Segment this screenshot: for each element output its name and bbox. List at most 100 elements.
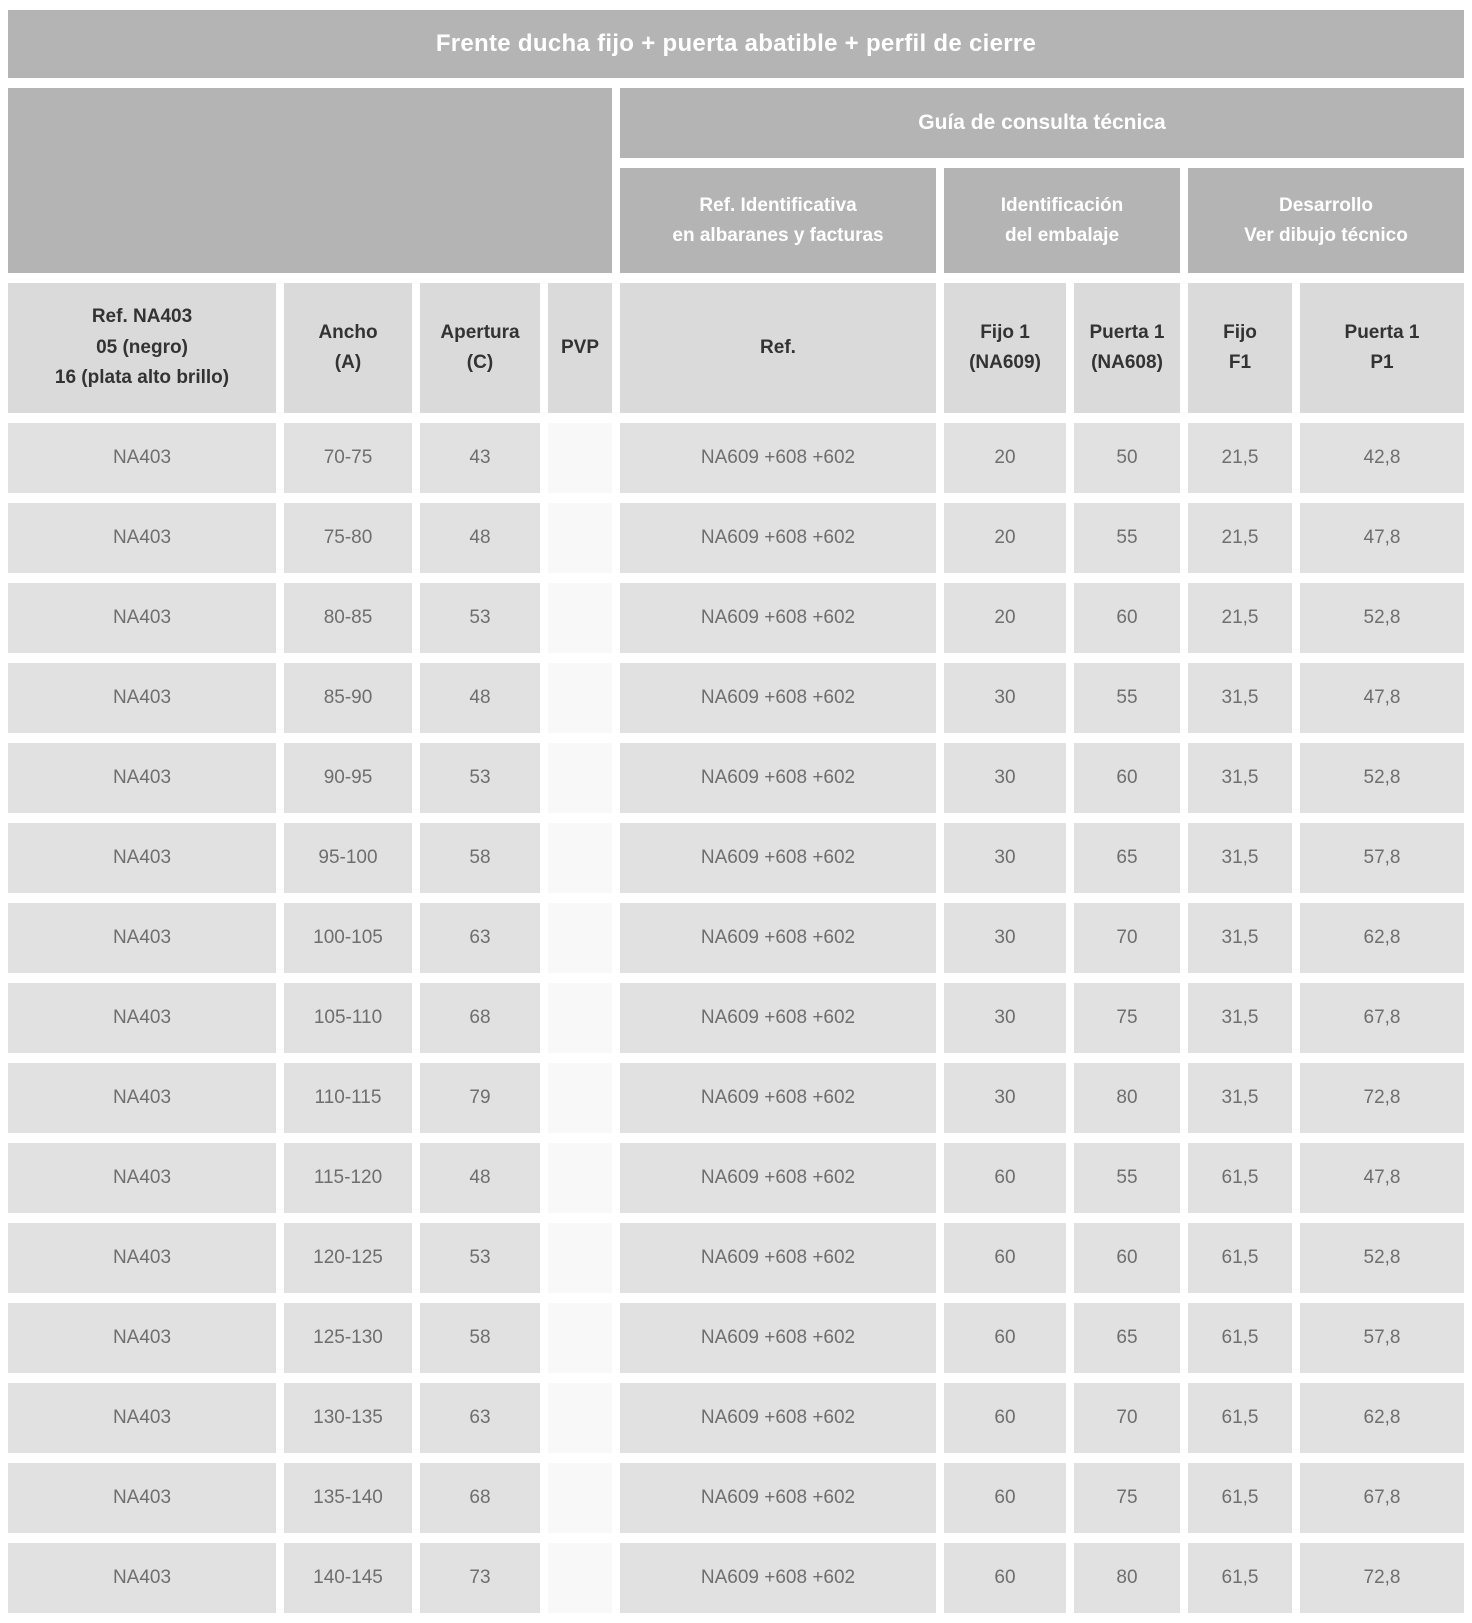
tech-guide-title: Guía de consulta técnica	[620, 88, 1465, 158]
cell-ancho: 95-100	[284, 823, 412, 893]
table-row: NA403 115-120 48 NA609 +608 +602 60 55 6…	[8, 1143, 1465, 1213]
cell-fijo-f1: 61,5	[1188, 1223, 1292, 1293]
cell-puerta1: 65	[1074, 823, 1180, 893]
cell-ref: NA609 +608 +602	[620, 1543, 936, 1613]
cell-fijo1: 60	[944, 1143, 1066, 1213]
cell-pvp	[548, 1303, 612, 1373]
cell-ancho: 140-145	[284, 1543, 412, 1613]
cell-ref-model: NA403	[8, 583, 276, 653]
column-header-fijo-f1: Fijo F1	[1188, 283, 1292, 413]
table-row: NA403 120-125 53 NA609 +608 +602 60 60 6…	[8, 1223, 1465, 1293]
title-row: Frente ducha fijo + puerta abatible + pe…	[8, 10, 1465, 78]
cell-ref: NA609 +608 +602	[620, 423, 936, 493]
cell-puerta1: 60	[1074, 743, 1180, 813]
cell-pvp	[548, 423, 612, 493]
cell-puerta1: 55	[1074, 1143, 1180, 1213]
cell-ancho: 80-85	[284, 583, 412, 653]
cell-ref: NA609 +608 +602	[620, 823, 936, 893]
cell-fijo1: 30	[944, 903, 1066, 973]
cell-fijo-f1: 31,5	[1188, 663, 1292, 733]
table-row: NA403 110-115 79 NA609 +608 +602 30 80 3…	[8, 1063, 1465, 1133]
cell-puerta1-p1: 67,8	[1300, 983, 1465, 1053]
cell-puerta1: 55	[1074, 663, 1180, 733]
column-header-row: Ref. NA403 05 (negro) 16 (plata alto bri…	[8, 283, 1465, 413]
table-row: NA403 140-145 73 NA609 +608 +602 60 80 6…	[8, 1543, 1465, 1613]
cell-ancho: 110-115	[284, 1063, 412, 1133]
subheader-ref-identificativa: Ref. Identificativa en albaranes y factu…	[620, 168, 936, 273]
column-header-puerta1-p1: Puerta 1 P1	[1300, 283, 1465, 413]
cell-ancho: 120-125	[284, 1223, 412, 1293]
cell-fijo1: 60	[944, 1303, 1066, 1373]
cell-fijo-f1: 21,5	[1188, 503, 1292, 573]
cell-ref-model: NA403	[8, 983, 276, 1053]
table-row: NA403 75-80 48 NA609 +608 +602 20 55 21,…	[8, 503, 1465, 573]
cell-pvp	[548, 583, 612, 653]
cell-puerta1: 80	[1074, 1063, 1180, 1133]
cell-puerta1: 75	[1074, 1463, 1180, 1533]
table-row: NA403 90-95 53 NA609 +608 +602 30 60 31,…	[8, 743, 1465, 813]
cell-ref: NA609 +608 +602	[620, 1063, 936, 1133]
table-row: NA403 130-135 63 NA609 +608 +602 60 70 6…	[8, 1383, 1465, 1453]
cell-fijo-f1: 61,5	[1188, 1463, 1292, 1533]
cell-puerta1-p1: 52,8	[1300, 743, 1465, 813]
cell-puerta1-p1: 67,8	[1300, 1463, 1465, 1533]
cell-apertura: 58	[420, 1303, 540, 1373]
cell-fijo-f1: 21,5	[1188, 423, 1292, 493]
cell-puerta1: 55	[1074, 503, 1180, 573]
cell-puerta1-p1: 72,8	[1300, 1543, 1465, 1613]
cell-puerta1: 50	[1074, 423, 1180, 493]
cell-puerta1: 65	[1074, 1303, 1180, 1373]
cell-fijo1: 30	[944, 983, 1066, 1053]
cell-ref-model: NA403	[8, 743, 276, 813]
cell-fijo-f1: 31,5	[1188, 1063, 1292, 1133]
cell-puerta1-p1: 72,8	[1300, 1063, 1465, 1133]
cell-pvp	[548, 503, 612, 573]
cell-fijo-f1: 31,5	[1188, 983, 1292, 1053]
table-row: NA403 80-85 53 NA609 +608 +602 20 60 21,…	[8, 583, 1465, 653]
cell-ref: NA609 +608 +602	[620, 1303, 936, 1373]
cell-ancho: 105-110	[284, 983, 412, 1053]
cell-pvp	[548, 903, 612, 973]
cell-pvp	[548, 1223, 612, 1293]
cell-ref: NA609 +608 +602	[620, 743, 936, 813]
cell-puerta1-p1: 47,8	[1300, 1143, 1465, 1213]
cell-puerta1: 70	[1074, 903, 1180, 973]
cell-ref-model: NA403	[8, 823, 276, 893]
cell-fijo1: 30	[944, 743, 1066, 813]
cell-ref-model: NA403	[8, 1223, 276, 1293]
cell-apertura: 68	[420, 1463, 540, 1533]
column-header-apertura: Apertura (C)	[420, 283, 540, 413]
cell-apertura: 58	[420, 823, 540, 893]
cell-ref: NA609 +608 +602	[620, 503, 936, 573]
guide-row: Guía de consulta técnica	[8, 88, 1465, 273]
cell-ancho: 90-95	[284, 743, 412, 813]
cell-fijo1: 30	[944, 663, 1066, 733]
cell-ancho: 100-105	[284, 903, 412, 973]
cell-fijo-f1: 31,5	[1188, 743, 1292, 813]
cell-fijo-f1: 61,5	[1188, 1383, 1292, 1453]
cell-ancho: 85-90	[284, 663, 412, 733]
cell-ref: NA609 +608 +602	[620, 903, 936, 973]
cell-ancho: 125-130	[284, 1303, 412, 1373]
column-header-fijo1: Fijo 1 (NA609)	[944, 283, 1066, 413]
cell-fijo1: 20	[944, 583, 1066, 653]
cell-apertura: 48	[420, 663, 540, 733]
column-header-ancho: Ancho (A)	[284, 283, 412, 413]
cell-ref-model: NA403	[8, 1543, 276, 1613]
cell-fijo-f1: 61,5	[1188, 1143, 1292, 1213]
cell-apertura: 68	[420, 983, 540, 1053]
table-row: NA403 105-110 68 NA609 +608 +602 30 75 3…	[8, 983, 1465, 1053]
cell-ref: NA609 +608 +602	[620, 1463, 936, 1533]
cell-fijo-f1: 61,5	[1188, 1303, 1292, 1373]
subheader-desarrollo: Desarrollo Ver dibujo técnico	[1188, 168, 1465, 273]
cell-ref-model: NA403	[8, 1143, 276, 1213]
cell-ancho: 70-75	[284, 423, 412, 493]
cell-apertura: 53	[420, 1223, 540, 1293]
cell-puerta1-p1: 62,8	[1300, 903, 1465, 973]
cell-puerta1: 80	[1074, 1543, 1180, 1613]
cell-fijo1: 30	[944, 823, 1066, 893]
cell-pvp	[548, 1143, 612, 1213]
cell-ref: NA609 +608 +602	[620, 983, 936, 1053]
cell-puerta1: 60	[1074, 583, 1180, 653]
